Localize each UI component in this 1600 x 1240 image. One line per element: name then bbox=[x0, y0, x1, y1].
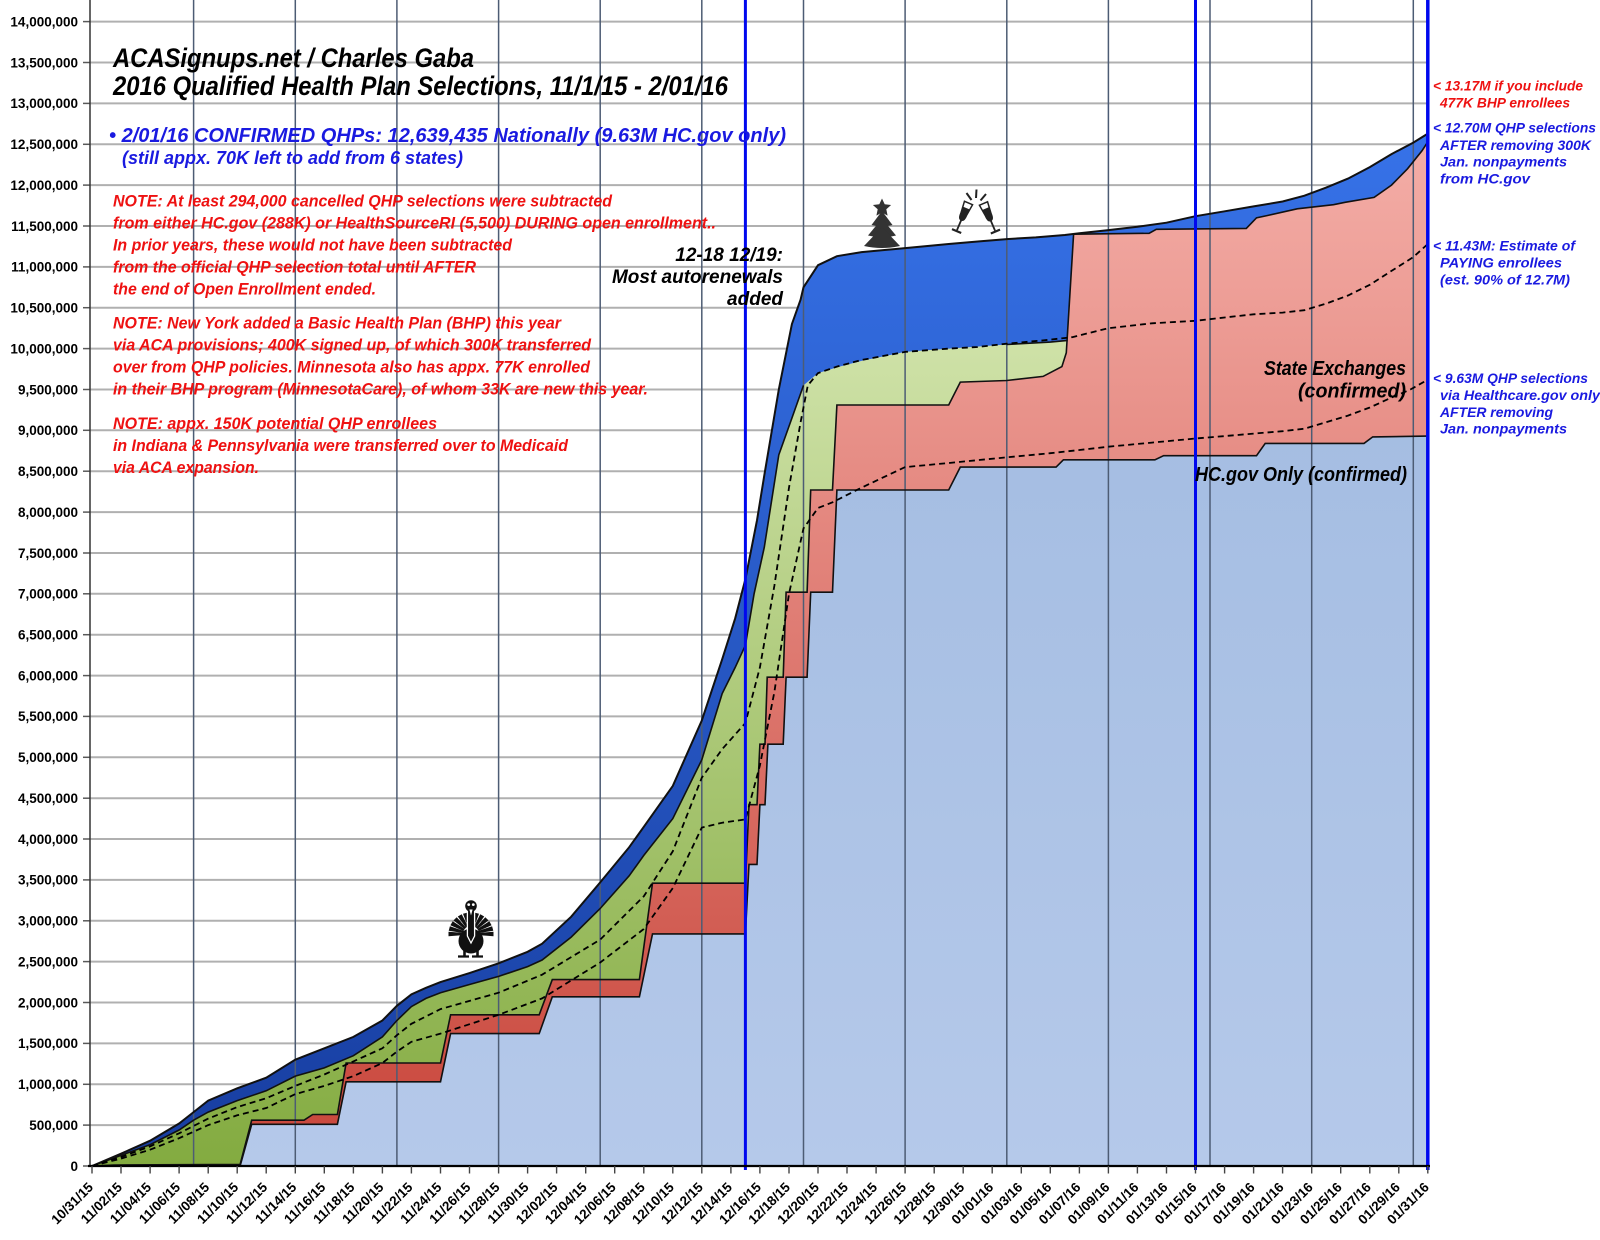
svg-text:NOTE: New York added a Basic H: NOTE: New York added a Basic Health Plan… bbox=[113, 314, 562, 333]
svg-text:• 2/01/16 CONFIRMED QHPs: 12,6: • 2/01/16 CONFIRMED QHPs: 12,639,435 Nat… bbox=[109, 125, 786, 147]
svg-text:7,000,000: 7,000,000 bbox=[18, 587, 78, 602]
svg-text:over from QHP policies. Minnes: over from QHP policies. Minnesota also h… bbox=[113, 358, 591, 377]
svg-text:via ACA expansion.: via ACA expansion. bbox=[113, 458, 259, 477]
svg-text:12,000,000: 12,000,000 bbox=[10, 178, 78, 193]
svg-text:11,000,000: 11,000,000 bbox=[11, 260, 78, 275]
svg-text:the end of Open Enrollment end: the end of Open Enrollment ended. bbox=[113, 280, 376, 299]
svg-text:(confirmed): (confirmed) bbox=[1298, 381, 1406, 403]
svg-text:AFTER removing: AFTER removing bbox=[1439, 404, 1553, 420]
svg-text:2016 Qualified Health Plan Sel: 2016 Qualified Health Plan Selections, 1… bbox=[112, 71, 729, 101]
svg-text:12-18 12/19:: 12-18 12/19: bbox=[675, 245, 783, 266]
svg-text:from either HC.gov (288K) or H: from either HC.gov (288K) or HealthSourc… bbox=[113, 214, 716, 233]
svg-text:2,500,000: 2,500,000 bbox=[18, 954, 78, 969]
svg-text:13,500,000: 13,500,000 bbox=[10, 55, 78, 70]
svg-text:< 12.70M QHP selections: < 12.70M QHP selections bbox=[1433, 120, 1596, 136]
svg-text:1,000,000: 1,000,000 bbox=[18, 1077, 78, 1092]
svg-text:5,000,000: 5,000,000 bbox=[18, 750, 78, 765]
svg-text:< 9.63M QHP selections: < 9.63M QHP selections bbox=[1433, 370, 1588, 386]
svg-text:9,000,000: 9,000,000 bbox=[18, 423, 78, 438]
svg-text:500,000: 500,000 bbox=[29, 1118, 78, 1133]
svg-text:6,500,000: 6,500,000 bbox=[18, 628, 78, 643]
svg-text:via Healthcare.gov only: via Healthcare.gov only bbox=[1440, 387, 1600, 403]
svg-text:4,000,000: 4,000,000 bbox=[18, 832, 78, 847]
svg-text:HC.gov Only (confirmed): HC.gov Only (confirmed) bbox=[1195, 464, 1407, 486]
svg-text:< 13.17M if you include: < 13.17M if you include bbox=[1433, 78, 1583, 94]
svg-text:3,000,000: 3,000,000 bbox=[18, 914, 78, 929]
svg-text:via ACA provisions; 400K signe: via ACA provisions; 400K signed up, of w… bbox=[113, 336, 592, 355]
svg-text:6,000,000: 6,000,000 bbox=[18, 668, 78, 683]
svg-text:in their BHP program (Minnesot: in their BHP program (MinnesotaCare), of… bbox=[113, 380, 648, 399]
svg-text:from HC.gov: from HC.gov bbox=[1440, 170, 1531, 186]
svg-text:8,000,000: 8,000,000 bbox=[18, 505, 78, 520]
svg-text:Most autorenewals: Most autorenewals bbox=[612, 267, 783, 288]
svg-text:2,000,000: 2,000,000 bbox=[18, 995, 78, 1010]
svg-text:< 11.43M: Estimate of: < 11.43M: Estimate of bbox=[1433, 238, 1576, 254]
svg-text:477K BHP enrollees: 477K BHP enrollees bbox=[1439, 95, 1570, 111]
svg-text:added: added bbox=[727, 289, 783, 310]
svg-text:(still appx. 70K left to add f: (still appx. 70K left to add from 6 stat… bbox=[122, 148, 463, 168]
svg-text:AFTER removing 300K: AFTER removing 300K bbox=[1439, 137, 1592, 153]
svg-text:8,500,000: 8,500,000 bbox=[18, 464, 78, 479]
svg-text:10,000,000: 10,000,000 bbox=[10, 341, 78, 356]
svg-text:14,000,000: 14,000,000 bbox=[10, 14, 78, 29]
svg-text:10,500,000: 10,500,000 bbox=[10, 301, 78, 316]
svg-text:Jan. nonpayments: Jan. nonpayments bbox=[1440, 154, 1567, 170]
svg-text:from the official QHP selectio: from the official QHP selection total un… bbox=[113, 258, 477, 277]
svg-text:9,500,000: 9,500,000 bbox=[18, 382, 78, 397]
svg-text:PAYING enrollees: PAYING enrollees bbox=[1440, 255, 1562, 271]
svg-text:13,000,000: 13,000,000 bbox=[10, 96, 78, 111]
svg-text:NOTE: appx. 150K potential QHP: NOTE: appx. 150K potential QHP enrollees bbox=[113, 414, 437, 433]
svg-text:0: 0 bbox=[70, 1159, 78, 1174]
svg-text:7,500,000: 7,500,000 bbox=[18, 546, 78, 561]
svg-text:11,500,000: 11,500,000 bbox=[11, 219, 78, 234]
svg-text:NOTE: At least 294,000 cancell: NOTE: At least 294,000 cancelled QHP sel… bbox=[113, 192, 613, 211]
svg-text:State Exchanges: State Exchanges bbox=[1264, 358, 1406, 380]
svg-text:ACASignups.net / Charles Gaba: ACASignups.net / Charles Gaba bbox=[112, 43, 474, 73]
svg-text:Jan. nonpayments: Jan. nonpayments bbox=[1440, 421, 1567, 437]
svg-text:(est. 90% of 12.7M): (est. 90% of 12.7M) bbox=[1440, 271, 1570, 287]
svg-text:1,500,000: 1,500,000 bbox=[18, 1036, 78, 1051]
svg-text:in Indiana & Pennsylvania were: in Indiana & Pennsylvania were transferr… bbox=[113, 436, 569, 455]
svg-text:In prior years, these would no: In prior years, these would not have bee… bbox=[113, 236, 513, 255]
svg-text:4,500,000: 4,500,000 bbox=[18, 791, 78, 806]
svg-text:12,500,000: 12,500,000 bbox=[10, 137, 78, 152]
svg-text:5,500,000: 5,500,000 bbox=[18, 709, 78, 724]
svg-text:3,500,000: 3,500,000 bbox=[18, 873, 78, 888]
